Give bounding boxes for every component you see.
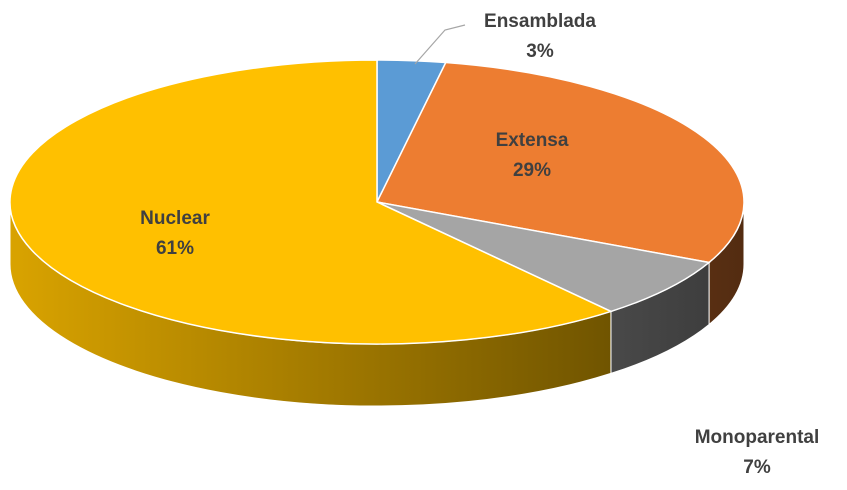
value-label: 3% [526,41,554,62]
value-label: 61% [156,238,194,259]
category-label: Ensamblada [484,11,596,32]
category-label: Extensa [496,130,569,151]
category-label: Nuclear [140,208,210,229]
pie-walls [9,201,745,407]
slice [9,59,613,345]
pie-tops [9,59,745,345]
slice [376,201,711,313]
slice [375,61,745,264]
value-label: 29% [513,160,551,181]
category-label: Monoparental [695,427,820,448]
value-label: 7% [743,457,771,478]
leader-line [414,24,466,65]
data-labels: Ensamblada 3% Extensa 29% Monoparental 7% Nucl… [140,11,819,478]
